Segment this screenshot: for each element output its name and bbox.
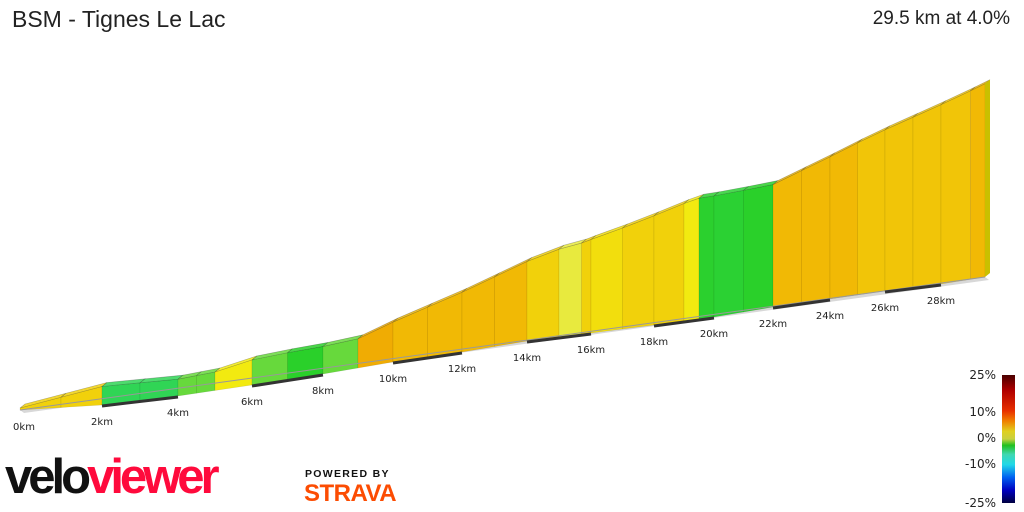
distance-bar: [772, 298, 831, 310]
profile-segment: [581, 238, 592, 335]
x-tick-label: 20km: [700, 329, 728, 340]
profile-segment: [970, 83, 986, 280]
legend-label-minus25: -25%: [964, 496, 996, 510]
strava-logo[interactable]: STRAVA: [304, 480, 397, 507]
x-tick-label: 28km: [927, 296, 955, 307]
x-tick-label: 22km: [759, 319, 787, 330]
x-tick-label: 10km: [379, 374, 407, 385]
profile-segment: [683, 197, 700, 322]
profile-segment: [653, 203, 685, 326]
x-tick-label: 14km: [513, 353, 541, 364]
x-tick-label: 8km: [312, 386, 334, 397]
profile-end-face: [985, 79, 990, 277]
x-tick-label: 24km: [816, 311, 844, 322]
profile-segment: [622, 215, 655, 330]
profile-segment: [772, 170, 802, 308]
distance-bar: [884, 283, 942, 294]
profile-segment: [558, 242, 582, 338]
x-tick-label: 0km: [13, 422, 35, 433]
legend-label-minus10: -10%: [964, 457, 996, 471]
profile-segment: [427, 291, 463, 358]
distance-bar: [392, 351, 463, 365]
distance-bar: [653, 316, 715, 328]
gradient-color-scale: [1002, 375, 1015, 503]
baseline: [19, 276, 986, 411]
profile-segment: [829, 142, 858, 300]
legend-label-10: 10%: [969, 405, 996, 419]
logo-velo: velo: [5, 450, 91, 504]
veloviewer-logo[interactable]: veloviewer: [5, 450, 220, 504]
distance-bar: [101, 395, 179, 408]
profile-segment: [392, 306, 428, 363]
profile-segment: [940, 90, 971, 285]
profile-segment: [857, 129, 886, 296]
profile-segment: [743, 184, 774, 313]
x-tick-label: 26km: [871, 303, 899, 314]
x-tick-label: 12km: [448, 364, 476, 375]
profile-segment: [912, 104, 942, 288]
legend-label-25: 25%: [969, 368, 996, 382]
profile-segment: [698, 195, 715, 320]
x-tick-label: 6km: [241, 397, 263, 408]
profile-segment: [526, 248, 560, 342]
x-tick-label: 18km: [640, 337, 668, 348]
profile-segment: [713, 190, 744, 318]
route-title: BSM - Tignes Le Lac: [12, 6, 226, 32]
legend-label-0: 0%: [976, 431, 996, 445]
powered-by-label: POWERED BY: [305, 468, 390, 480]
profile-segment: [590, 227, 623, 334]
distance-bar: [251, 373, 324, 388]
x-tick-label: 16km: [577, 345, 605, 356]
logo-viewer: viewer: [87, 450, 220, 504]
profile-segment: [801, 156, 831, 304]
distance-bar: [526, 332, 592, 344]
profile-segment: [884, 116, 914, 292]
x-tick-label: 4km: [167, 408, 189, 419]
x-tick-label: 2km: [91, 417, 113, 428]
route-summary: 29.5 km at 4.0%: [872, 8, 1010, 29]
